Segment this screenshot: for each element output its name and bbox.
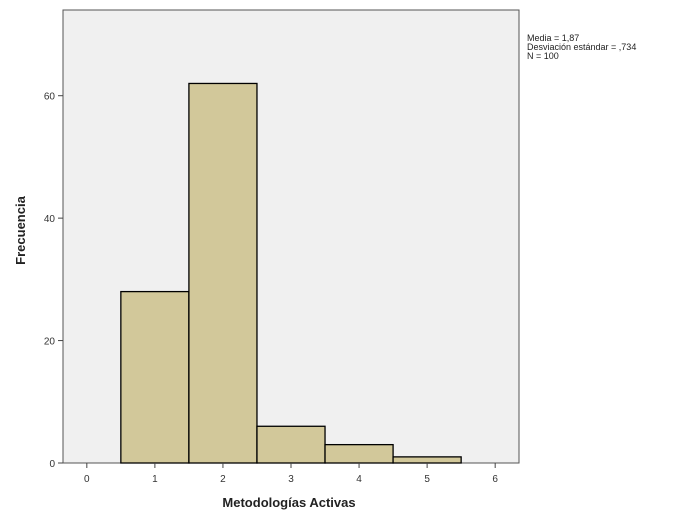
statistics-legend: Media = 1,87 Desviación estándar = ,734 … [527,34,636,61]
histogram-bar-4 [324,443,394,464]
y-tick-label: 60 [44,92,56,103]
x-tick-label: 3 [288,474,294,485]
bars-group [120,82,462,464]
x-axis-title: Metodologías Activas [222,495,355,510]
x-tick-label: 4 [356,474,362,485]
x-tick-label: 6 [492,474,498,485]
histogram-bar-2 [188,82,258,464]
x-axis: 0 1 2 3 4 5 6 [84,463,498,485]
x-tick-label: 0 [84,474,90,485]
histogram-bar-1 [120,290,190,464]
y-tick-label: 20 [44,337,56,348]
y-axis-title: Frecuencia [13,195,28,264]
y-axis: 0 20 40 60 [44,92,63,470]
x-tick-label: 1 [152,474,158,485]
x-tick-label: 5 [424,474,430,485]
stat-mean: Media = 1,87 [527,33,580,43]
x-tick-label: 2 [220,474,226,485]
histogram-bar-3 [256,425,326,464]
histogram-bar-5 [392,456,462,464]
stat-std-dev: Desviación estándar = ,734 [527,42,637,52]
y-tick-label: 40 [44,214,56,225]
y-tick-label: 0 [49,459,55,470]
stat-n: N = 100 [527,51,559,61]
